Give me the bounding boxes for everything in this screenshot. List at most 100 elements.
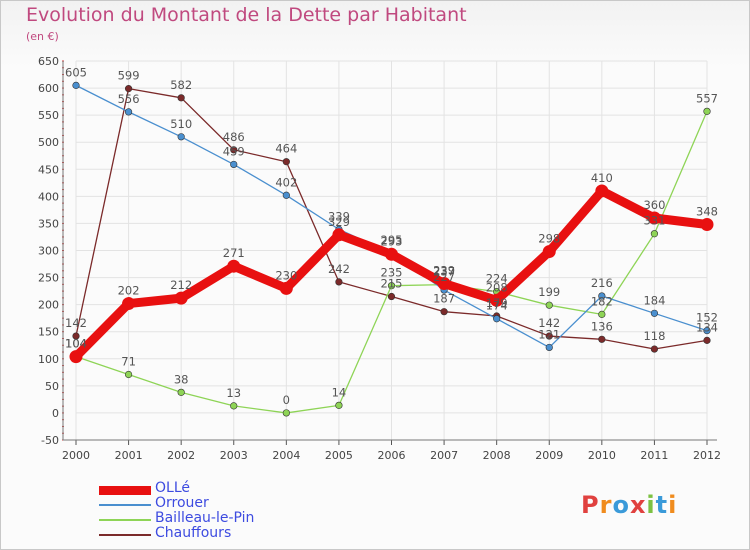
y-tick-label: 500 [38, 136, 59, 149]
data-label: 215 [381, 277, 403, 291]
y-tick-label: 150 [38, 326, 59, 339]
x-tick-label: 2005 [325, 449, 353, 462]
data-point [490, 293, 504, 307]
y-tick-label: 50 [45, 380, 59, 393]
data-label: 402 [275, 175, 297, 189]
data-label: 410 [591, 171, 613, 185]
data-label: 227 [433, 270, 455, 284]
data-label: 71 [121, 354, 136, 368]
data-label: 104 [65, 337, 87, 351]
x-tick-label: 2007 [430, 449, 458, 462]
data-point [124, 108, 133, 116]
data-label: 208 [486, 280, 508, 294]
y-tick-label: 200 [38, 299, 59, 312]
data-label: 331 [643, 214, 665, 228]
legend-swatch [99, 519, 151, 521]
data-label: 605 [65, 65, 87, 79]
data-label: 121 [538, 327, 560, 341]
y-tick-label: 550 [38, 109, 59, 122]
y-tick-label: -50 [41, 434, 59, 447]
data-label: 224 [486, 272, 508, 286]
data-point [598, 310, 606, 318]
chart-unit-label: (en €) [26, 30, 59, 43]
data-label: 152 [696, 311, 718, 325]
data-label: 13 [226, 386, 241, 400]
data-label: 242 [328, 262, 350, 276]
data-point [545, 343, 553, 352]
data-point [72, 332, 80, 340]
data-point [542, 245, 556, 259]
data-point [335, 401, 343, 409]
data-point [650, 345, 659, 353]
data-label: 556 [118, 92, 140, 106]
data-label: 187 [433, 292, 455, 306]
proxiti-logo: Proxiti [581, 491, 677, 519]
data-point [122, 297, 136, 311]
data-point [174, 291, 188, 305]
legend-swatch [99, 485, 151, 495]
x-tick-label: 2006 [378, 449, 406, 462]
data-label: 38 [174, 372, 189, 386]
data-label: 271 [223, 246, 245, 260]
x-tick-label: 2010 [588, 449, 616, 462]
data-point [650, 230, 659, 238]
data-point [282, 191, 290, 199]
data-point [647, 211, 661, 225]
data-point [700, 218, 714, 232]
data-point [703, 107, 711, 115]
data-label: 184 [643, 293, 665, 307]
y-tick-label: 400 [38, 190, 59, 203]
x-tick-label: 2001 [115, 449, 143, 462]
legend-label: Bailleau-le-Pin [155, 510, 255, 526]
data-label: 134 [696, 320, 718, 334]
data-point [437, 277, 451, 291]
data-label: 136 [591, 319, 613, 333]
y-tick-label: 0 [52, 407, 59, 420]
data-label: 104 [65, 337, 87, 351]
x-tick-label: 2004 [272, 449, 300, 462]
data-point [124, 85, 133, 93]
data-point [703, 327, 711, 335]
data-label: 464 [275, 142, 297, 156]
data-point [282, 409, 290, 417]
data-point [69, 350, 83, 364]
x-tick-label: 2000 [62, 449, 90, 462]
y-tick-label: 300 [38, 245, 59, 258]
data-point [230, 146, 238, 154]
series-lines [69, 81, 714, 417]
data-label: 459 [223, 144, 245, 158]
data-label: 235 [381, 266, 403, 280]
data-point [387, 292, 396, 301]
data-point [124, 370, 133, 379]
data-label: 510 [170, 117, 192, 131]
data-point [598, 335, 606, 343]
data-point [595, 184, 609, 198]
data-label: 293 [381, 234, 403, 248]
chart-title: Evolution du Montant de la Dette par Hab… [26, 4, 467, 26]
x-tick-label: 2011 [640, 449, 668, 462]
data-label: 599 [118, 69, 140, 83]
data-label: 557 [696, 91, 718, 105]
x-tick-label: 2002 [167, 449, 195, 462]
data-label: 179 [486, 296, 508, 310]
logo-letter: i [668, 491, 678, 519]
y-tick-label: 350 [38, 217, 59, 230]
data-point [177, 94, 185, 102]
data-label: 237 [433, 265, 455, 279]
data-label: 298 [538, 232, 560, 246]
data-label: 582 [170, 78, 192, 92]
data-point [440, 308, 448, 316]
x-tick-label: 2008 [483, 449, 511, 462]
data-label: 295 [381, 233, 403, 247]
legend-swatch [99, 504, 151, 506]
data-point [230, 402, 238, 410]
logo-letter: r [599, 491, 613, 519]
data-label: 348 [696, 205, 718, 219]
y-tick-label: 600 [38, 82, 59, 95]
axes: -50 0 50 100 150 200 250 300 350 400 450 500 550 600 6… [38, 55, 721, 462]
data-label: 339 [328, 209, 350, 223]
logo-letter: t [655, 491, 669, 519]
